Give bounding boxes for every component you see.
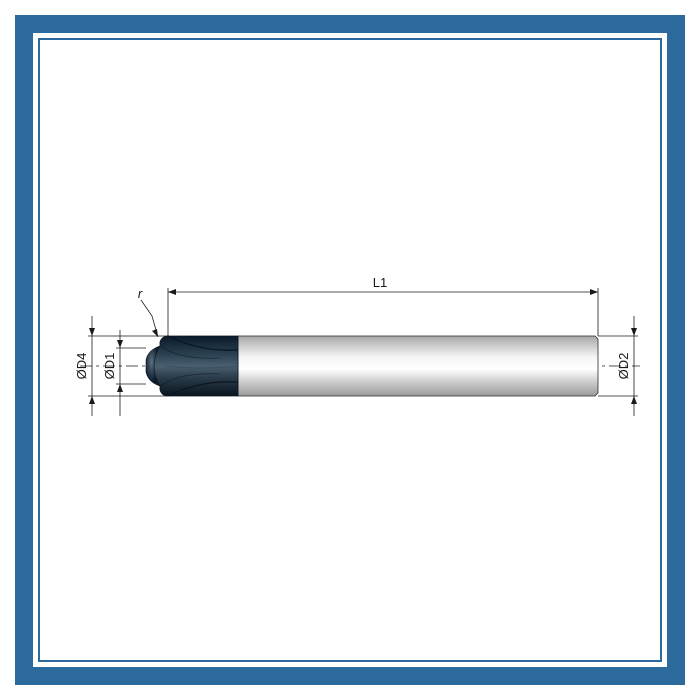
label-D4: ØD4 (74, 353, 89, 380)
label-L1: L1 (373, 275, 387, 290)
label-D1: ØD1 (102, 353, 117, 380)
outer-frame: L1 r ØD4 (15, 15, 685, 685)
dimension-L1: L1 (168, 275, 598, 336)
tool-shank (238, 336, 598, 396)
inner-frame: L1 r ØD4 (38, 38, 662, 662)
tool-cutting-head (146, 336, 238, 396)
dimension-D1: ØD1 (102, 330, 146, 416)
tool-diagram-svg: L1 r ØD4 (40, 40, 660, 660)
dimension-r: r (138, 286, 158, 337)
label-D2: ØD2 (616, 353, 631, 380)
technical-drawing: L1 r ØD4 (40, 40, 660, 660)
label-r: r (138, 286, 143, 301)
